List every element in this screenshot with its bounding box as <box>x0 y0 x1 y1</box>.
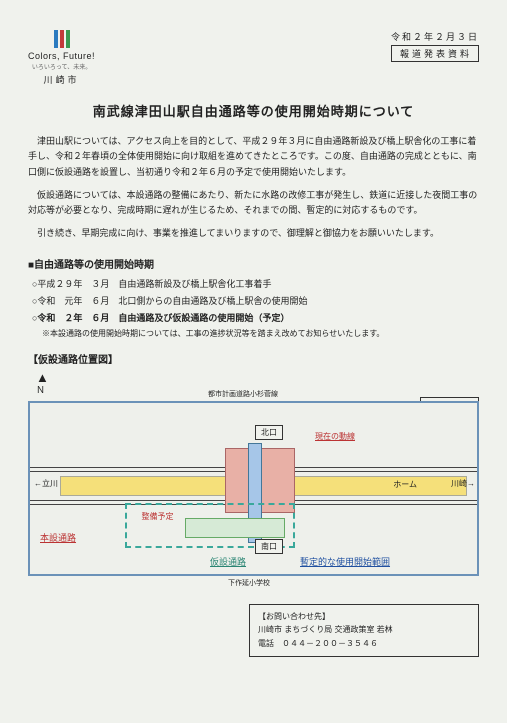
current-movement-label: 現在の動線 <box>315 431 355 442</box>
temp-passage-fill <box>185 518 285 538</box>
north-arrow-icon: ▲ <box>36 373 49 383</box>
bottom-road-label: 下作延小学校 <box>228 578 270 588</box>
document-title: 南武線津田山駅自由通路等の使用開始時期について <box>28 101 479 120</box>
north-gate-label: 北口 <box>255 425 283 440</box>
logo-block: Colors, Future! いろいろって、未来。 川崎市 <box>28 30 95 86</box>
issue-date: 令和２年２月３日 <box>391 30 479 43</box>
timeline-row-1: ○平成２９年 ３月 自由通路新設及び橋上駅舎化工事着手 <box>32 277 479 290</box>
timeline-row-2: ○令和 元年 ６月 北口側からの自由通路及び橋上駅舎の使用開始 <box>32 294 479 307</box>
contact-department: 川崎市 まちづくり局 交通政策室 若林 <box>258 623 470 637</box>
contact-telephone: 電話 ０４４－２００－３５４６ <box>258 637 470 651</box>
map-wrap: 凡 例 自由通路 橋上駅舎 仮設通路 本設通路 ▲ Ｎ 都市計画道路小杉菅線 ホ… <box>28 401 479 576</box>
paragraph-3: 引き続き、早期完成に向け、事業を推進してまいりますので、御理解と御協力をお願いい… <box>28 226 479 241</box>
main-passage-label: 本設通路 <box>40 531 76 544</box>
north-indicator: ▲ Ｎ <box>36 373 49 396</box>
top-road-label: 都市計画道路小杉菅線 <box>208 389 278 399</box>
logo-bar-blue <box>54 30 58 48</box>
logo-subtitle: いろいろって、未来。 <box>32 62 91 71</box>
timeline-row-3: ○令和 ２年 ６月 自由通路及び仮設通路の使用開始（予定） <box>32 311 479 324</box>
map-title: 【仮設通路位置図】 <box>28 351 479 366</box>
paragraph-1: 津田山駅については、アクセス向上を目的として、平成２９年３月に自由通路新設及び橋… <box>28 134 479 180</box>
contact-heading: 【お問い合わせ先】 <box>258 610 470 624</box>
direction-kawasaki: 川崎→ <box>451 478 475 489</box>
date-box: 令和２年２月３日 報道発表資料 <box>391 30 479 62</box>
contact-box: 【お問い合わせ先】 川崎市 まちづくり局 交通政策室 若林 電話 ０４４－２００… <box>249 604 479 657</box>
maintenance-label: 整備予定 <box>130 511 185 527</box>
logo-tagline: Colors, Future! <box>28 51 95 61</box>
paragraph-2: 仮設通路については、本設通路の整備にあたり、新たに水路の改修工事が発生し、鉄道に… <box>28 188 479 219</box>
platform-label: ホーム <box>393 479 417 490</box>
header: Colors, Future! いろいろって、未来。 川崎市 令和２年２月３日 … <box>28 30 479 86</box>
timeline-heading: ■自由通路等の使用開始時期 <box>28 256 479 271</box>
map-diagram: ホーム ←立川 川崎→ 北口 現在の動線 整備予定 本設通路 南口 仮設通路 暫… <box>28 401 479 576</box>
temp-passage-label: 仮設通路 <box>210 555 246 568</box>
north-letter: Ｎ <box>36 383 49 396</box>
city-name: 川崎市 <box>44 73 80 86</box>
logo-bar-green <box>66 30 70 48</box>
logo-bars <box>54 30 70 48</box>
south-gate-label: 南口 <box>255 539 283 554</box>
timeline-note: ※本設通路の使用開始時期については、工事の進捗状況等を踏まえ改めてお知らせいたし… <box>42 328 479 339</box>
press-release-label: 報道発表資料 <box>391 45 479 62</box>
tentative-range-label: 暫定的な使用開始範囲 <box>300 555 390 568</box>
logo-bar-red <box>60 30 64 48</box>
direction-tachikawa: ←立川 <box>34 478 58 489</box>
